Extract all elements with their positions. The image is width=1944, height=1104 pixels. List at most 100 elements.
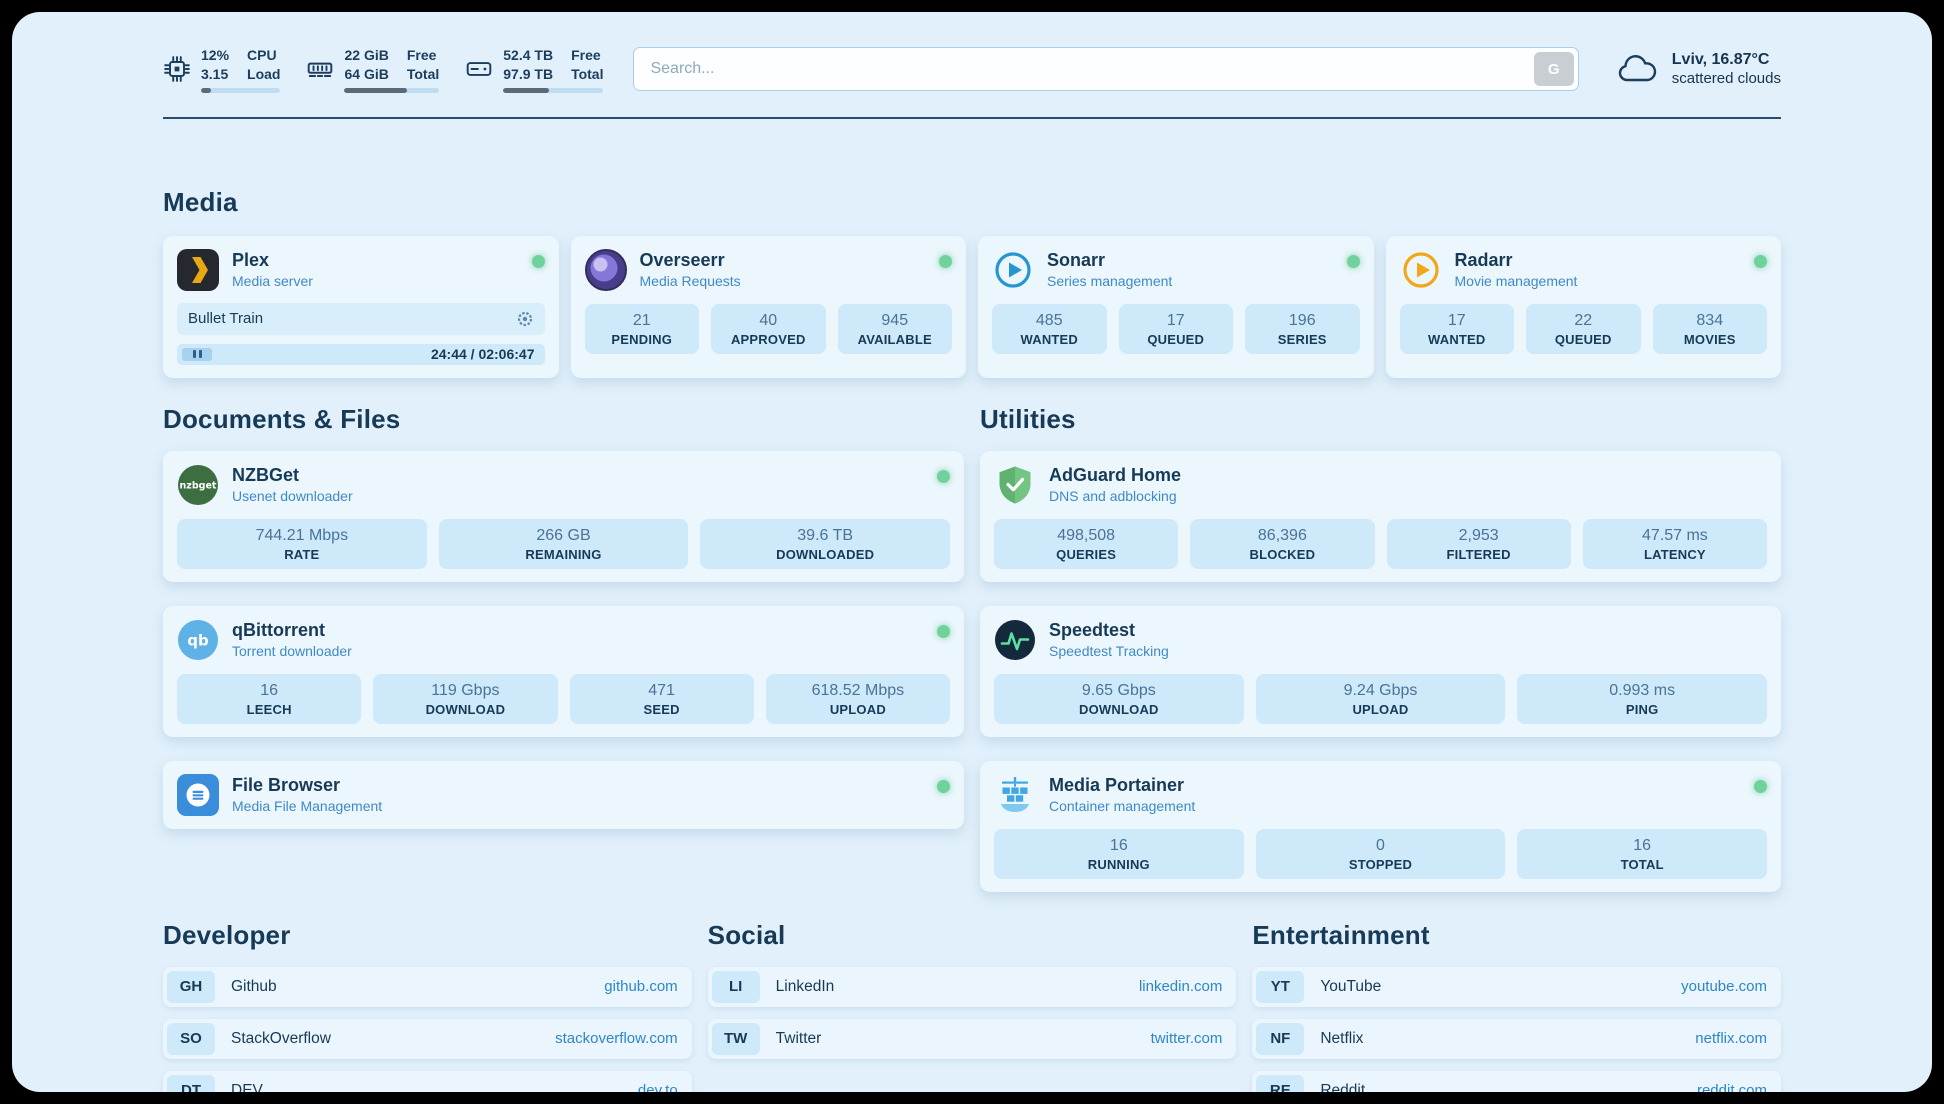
ram-total-value: 64 GiB (344, 65, 389, 82)
adguard-titles: AdGuard Home DNS and adblocking (1049, 464, 1181, 505)
bookmark-url: github.com (604, 978, 678, 996)
app-card-adguard[interactable]: AdGuard Home DNS and adblocking 498,508 … (980, 450, 1781, 582)
bookmark-dev[interactable]: DT DEV dev.to (163, 1070, 692, 1092)
app-subtitle: Media File Management (232, 798, 383, 815)
section-entertainment: Entertainment YT YouTube youtube.com NF … (1252, 920, 1781, 1092)
app-subtitle: Media Requests (639, 273, 741, 290)
app-card-nzbget[interactable]: nzbget NZBGet Usenet downloader 74 (163, 450, 964, 582)
app-name: qBittorrent (232, 619, 325, 640)
bookmark-sections: Developer GH Github github.com SO StackO… (163, 920, 1781, 1092)
section-title-media: Media (163, 186, 238, 217)
ram-progress-bar (344, 87, 440, 93)
app-name: Overseerr (639, 249, 725, 270)
section-title-developer: Developer (163, 919, 291, 950)
stat-label: REMAINING (525, 546, 602, 562)
bookmark-name: YouTube (1320, 977, 1382, 995)
stat-label: DOWNLOAD (1079, 701, 1159, 717)
stats-row: 9.65 Gbps DOWNLOAD 9.24 Gbps UPLOAD 0.99… (994, 673, 1767, 724)
search-engine-button[interactable]: G (1533, 52, 1574, 87)
bookmark-stackoverflow[interactable]: SO StackOverflow stackoverflow.com (163, 1018, 692, 1059)
disk-widget-text: 52.4 TB Free 97.9 TB Total (503, 46, 603, 84)
stat-label: PING (1625, 701, 1659, 717)
disk-progress-fill (503, 87, 550, 93)
cpu-usage-value: 12% (201, 47, 230, 63)
bookmark-url: twitter.com (1150, 1030, 1223, 1048)
ram-widget-body: 22 GiB Free 64 GiB Total (344, 46, 440, 93)
ram-progress-fill (344, 87, 408, 93)
app-card-speedtest[interactable]: Speedtest Speedtest Tracking 9.65 Gbps D… (980, 605, 1781, 737)
stat-value: 47.57 ms (1641, 526, 1708, 544)
stat-box: 471 SEED (569, 673, 754, 724)
stat-box: 0 STOPPED (1255, 828, 1506, 879)
bookmark-github[interactable]: GH Github github.com (163, 966, 692, 1007)
radarr-card-head: Radarr Movie management (1400, 249, 1767, 291)
bookmark-abbr: SO (167, 1022, 215, 1055)
disk-icon (465, 55, 493, 83)
dashboard-content: 12% CPU 3.15 Load (163, 12, 1781, 1092)
cpu-load-value: 3.15 (201, 65, 229, 82)
stat-value: 17 (1447, 311, 1466, 329)
stat-box: 618.52 Mbps UPLOAD (765, 673, 950, 724)
section-media: Media Plex Media server (163, 187, 1781, 378)
status-dot (531, 254, 545, 268)
overseerr-icon (584, 248, 627, 291)
bookmark-linkedin[interactable]: LI LinkedIn linkedin.com (707, 966, 1237, 1007)
bookmark-netflix[interactable]: NF Netflix netflix.com (1252, 1018, 1781, 1059)
stat-value: 9.65 Gbps (1081, 681, 1156, 699)
stat-box: 945 AVAILABLE (837, 303, 952, 354)
stat-label: QUEUED (1554, 331, 1612, 347)
plex-titles: Plex Media server (232, 249, 313, 290)
search-bar: G (633, 47, 1579, 92)
app-card-portainer[interactable]: Media Portainer Container management 16 … (980, 760, 1781, 892)
bookmark-name: Reddit (1320, 1081, 1366, 1092)
overseerr-titles: Overseerr Media Requests (640, 249, 741, 290)
bookmark-url: linkedin.com (1138, 978, 1223, 996)
stat-value: 40 (759, 311, 778, 329)
weather-text: Lviv, 16.87°C scattered clouds (1672, 51, 1781, 87)
qbittorrent-card-head: qb qBittorrent Torrent downloader (177, 619, 950, 661)
stat-label: BLOCKED (1249, 546, 1316, 562)
app-card-overseerr[interactable]: Overseerr Media Requests 21 PENDING (570, 235, 966, 378)
ram-icon (306, 55, 334, 83)
bookmark-abbr: YT (1256, 970, 1305, 1003)
stat-box: 21 PENDING (584, 303, 699, 354)
stat-box: 2,953 FILTERED (1386, 518, 1571, 569)
stat-label: AVAILABLE (857, 331, 932, 347)
filebrowser-icon (177, 773, 219, 816)
bookmark-name: DEV (231, 1081, 263, 1092)
section-title-social: Social (707, 919, 786, 950)
stat-value: 21 (632, 311, 651, 329)
app-subtitle: Torrent downloader (232, 643, 352, 660)
search-input[interactable] (633, 47, 1579, 92)
stats-row: 16 RUNNING 0 STOPPED 16 TOTAL (994, 828, 1767, 879)
stat-box: 22 QUEUED (1526, 303, 1641, 354)
app-card-filebrowser[interactable]: File Browser Media File Management (163, 760, 964, 829)
disk-free-label: Free (571, 47, 601, 63)
stat-value: 9.24 Gbps (1343, 681, 1418, 699)
app-card-sonarr[interactable]: Sonarr Series management 485 WANTED (978, 235, 1374, 378)
gear-icon[interactable] (516, 310, 534, 328)
app-name: NZBGet (232, 464, 299, 485)
stats-row: 21 PENDING 40 APPROVED 945 AVAILABLE (584, 303, 952, 354)
app-card-qbittorrent[interactable]: qb qBittorrent Torrent downloader (163, 605, 964, 737)
stat-value: 196 (1288, 311, 1316, 329)
stat-box: 9.24 Gbps UPLOAD (1255, 673, 1506, 724)
stat-value: 945 (881, 311, 909, 329)
bookmark-youtube[interactable]: YT YouTube youtube.com (1252, 966, 1781, 1007)
stat-label: RUNNING (1087, 856, 1150, 872)
disk-total-label: Total (571, 65, 604, 82)
adguard-icon (994, 464, 1036, 506)
app-card-radarr[interactable]: Radarr Movie management 17 WANTED 2 (1385, 235, 1781, 378)
stats-row: 498,508 QUERIES 86,396 BLOCKED 2,953 FIL… (994, 518, 1767, 569)
media-grid: Plex Media server Bullet Train (163, 235, 1781, 378)
stat-label: STOPPED (1348, 856, 1413, 872)
app-card-plex[interactable]: Plex Media server Bullet Train (163, 235, 559, 378)
stat-box: 16 LEECH (177, 673, 362, 724)
qbittorrent-icon: qb (177, 619, 219, 661)
stats-row: 744.21 Mbps RATE 266 GB REMAINING 39.6 T… (177, 518, 950, 569)
stat-label: UPLOAD (829, 701, 886, 717)
bookmark-twitter[interactable]: TW Twitter twitter.com (707, 1018, 1237, 1059)
stat-label: UPLOAD (1352, 701, 1409, 717)
bookmark-reddit[interactable]: RE Reddit reddit.com (1252, 1070, 1781, 1092)
pause-button[interactable] (182, 347, 212, 361)
